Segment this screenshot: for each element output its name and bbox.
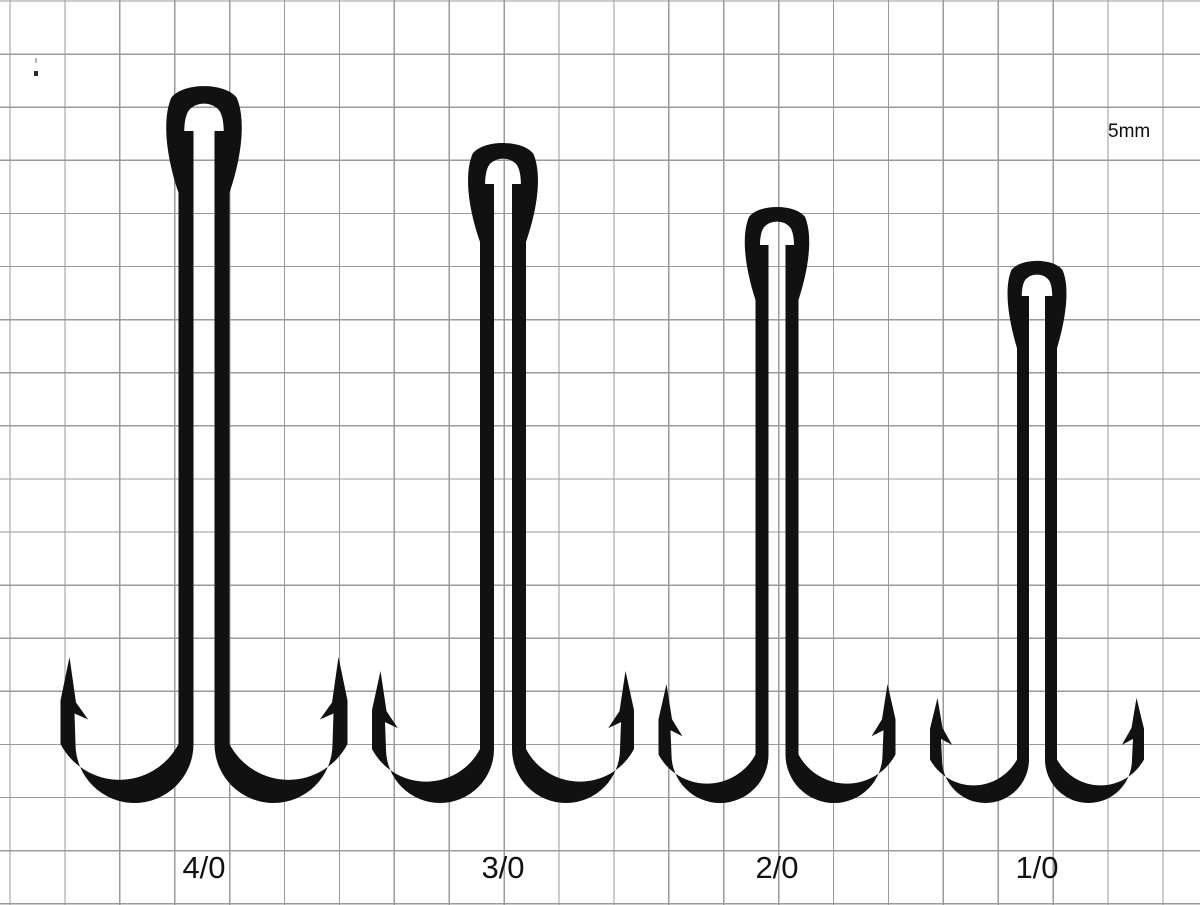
- hook-2-0-eye: [744, 206, 810, 301]
- hook-2-0-left-limb: [658, 245, 769, 803]
- hook-2-0-right-limb: [785, 245, 896, 803]
- hook-3-0-left-limb: [372, 184, 494, 803]
- hook-4-0: [60, 86, 348, 803]
- hook-2-0: [658, 206, 896, 803]
- hook-3-0-eye: [468, 143, 538, 242]
- hook-1-0: [930, 260, 1144, 803]
- hook-4-0-right-limb: [214, 131, 348, 803]
- hook-3-0: [372, 143, 634, 803]
- hook-1-0-eye: [1007, 260, 1067, 349]
- hook-3-0-right-limb: [512, 184, 634, 803]
- hook-1-0-right-limb: [1045, 296, 1144, 803]
- hook-1-0-left-limb: [930, 296, 1029, 803]
- hook-4-0-eye: [166, 86, 242, 193]
- hook-4-0-left-limb: [60, 131, 194, 803]
